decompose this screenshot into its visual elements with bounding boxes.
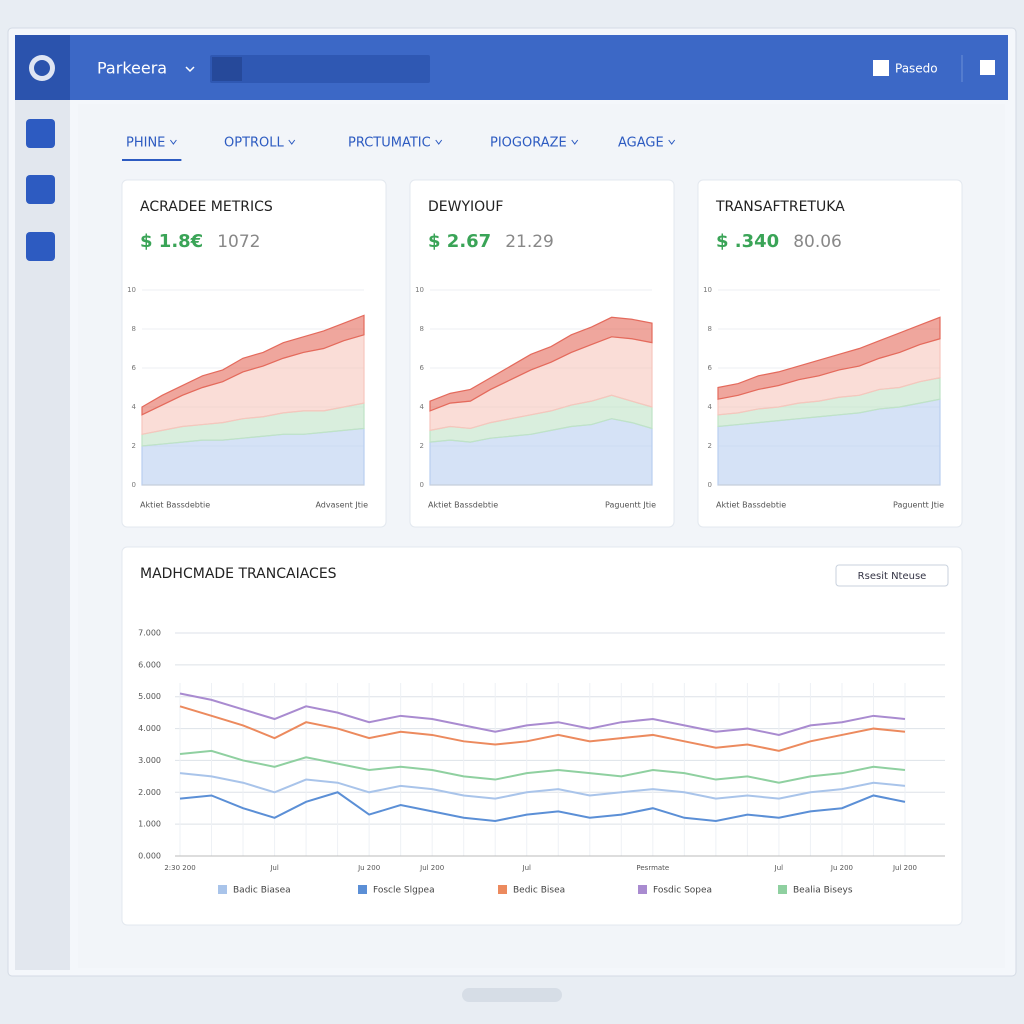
y-tick-label: 8 — [708, 325, 712, 333]
main-chart-title: MADHCMADE TRANCAIACES — [140, 566, 337, 582]
menu-icon[interactable] — [980, 60, 995, 75]
card-footer: Aktiet Bassdebtie — [140, 501, 210, 510]
header — [15, 35, 1008, 100]
main-card — [121, 546, 963, 926]
nav-icon[interactable] — [26, 119, 55, 148]
line — [179, 791, 906, 822]
y-tick-label: 10 — [127, 286, 136, 294]
legend-swatch — [778, 885, 787, 894]
line — [179, 692, 906, 736]
y-tick-label: 4 — [420, 403, 425, 411]
y-tick-label: 0 — [132, 481, 136, 489]
logo-inner — [34, 60, 50, 76]
area — [429, 316, 653, 412]
y-tick-label: 8 — [132, 325, 136, 333]
y-tick-label: 7.000 — [138, 629, 161, 638]
x-tick-label: Jul — [522, 864, 532, 872]
y-tick-label: 6.000 — [138, 660, 161, 669]
legend-label: Fosdic Sopea — [653, 886, 712, 896]
y-tick-label: 4 — [708, 403, 713, 411]
card-title: TRANSAFTRETUKA — [715, 199, 845, 215]
search-box[interactable] — [210, 55, 430, 83]
legend-label: Bedic Bisea — [513, 886, 565, 896]
sidebar — [15, 100, 70, 970]
filter-tab[interactable]: PHINE — [126, 136, 165, 151]
line — [179, 749, 906, 784]
nav-icon[interactable] — [26, 232, 55, 261]
filter-tab[interactable]: PIOGORAZE — [490, 136, 567, 151]
y-tick-label: 4 — [132, 403, 137, 411]
card-footer: Aktiet Bassdebtie — [716, 501, 786, 510]
legend-swatch — [498, 885, 507, 894]
legend-swatch — [358, 885, 367, 894]
filter-tab[interactable]: PRCTUMATIC — [348, 136, 431, 151]
card-title: ACRADEE METRICS — [140, 199, 273, 215]
y-tick-label: 1.000 — [138, 820, 161, 829]
card-secondary: 21.29 — [505, 232, 554, 252]
y-tick-label: 2 — [708, 442, 712, 450]
card-footer: Paguentt Jtie — [893, 501, 944, 510]
y-tick-label: 2.000 — [138, 788, 161, 797]
area — [717, 316, 941, 400]
x-tick-label: Jul — [774, 864, 784, 872]
y-tick-label: 5.000 — [138, 692, 161, 701]
card-footer: Advasent Jtie — [315, 501, 368, 510]
card-secondary: 80.06 — [793, 232, 842, 252]
card-footer: Aktiet Bassdebtie — [428, 501, 498, 510]
line — [179, 772, 906, 800]
search-icon — [212, 57, 242, 81]
dock-handle — [462, 988, 562, 1002]
y-tick-label: 6 — [132, 364, 137, 372]
x-tick-label: Ju 200 — [357, 864, 380, 872]
y-tick-label: 0 — [708, 481, 712, 489]
y-tick-label: 4.000 — [138, 724, 161, 733]
card-value: $ 1.8€ — [140, 231, 203, 252]
header-action[interactable]: Pasedo — [895, 62, 938, 76]
y-tick-label: 8 — [420, 325, 424, 333]
filter-caret — [169, 139, 177, 145]
legend-label: Foscle Slgpea — [373, 886, 435, 896]
filter-caret — [288, 139, 296, 145]
card-secondary: 1072 — [217, 232, 260, 252]
y-tick-label: 6 — [420, 364, 425, 372]
y-tick-label: 2 — [420, 442, 424, 450]
legend-label: Bealia Biseys — [793, 886, 853, 896]
y-tick-label: 10 — [703, 286, 712, 294]
x-tick-label: Jul 200 — [419, 864, 444, 872]
y-tick-label: 2 — [132, 442, 136, 450]
area — [141, 314, 365, 416]
y-tick-label: 3.000 — [138, 756, 161, 765]
legend-label: Badic Biasea — [233, 886, 291, 896]
y-tick-label: 6 — [708, 364, 713, 372]
y-tick-label: 0 — [420, 481, 424, 489]
line — [179, 705, 906, 752]
card-footer: Paguentt Jtie — [605, 501, 656, 510]
x-tick-label: Pesrmate — [636, 864, 669, 872]
filter-caret — [435, 139, 443, 145]
y-tick-label: 0.000 — [138, 852, 161, 861]
brand-caret — [185, 66, 195, 73]
filter-caret — [571, 139, 579, 145]
button-label[interactable]: Rsesit Nteuse — [858, 571, 927, 582]
x-tick-label: Ju 200 — [830, 864, 853, 872]
nav-icon[interactable] — [26, 175, 55, 204]
card-value: $ 2.67 — [428, 231, 491, 252]
filter-tab[interactable]: AGAGE — [618, 136, 664, 151]
filter-caret — [668, 139, 676, 145]
legend-swatch — [638, 885, 647, 894]
brand[interactable]: Parkeera — [97, 59, 167, 78]
x-tick-label: Jul 200 — [892, 864, 917, 872]
legend-swatch — [218, 885, 227, 894]
x-tick-label: 2:30 200 — [164, 864, 195, 872]
filter-tab[interactable]: OPTROLL — [224, 136, 285, 151]
x-tick-label: Jul — [269, 864, 279, 872]
card-title: DEWYIOUF — [428, 199, 503, 215]
y-tick-label: 10 — [415, 286, 424, 294]
action-icon[interactable] — [873, 60, 889, 76]
card-value: $ .340 — [716, 231, 779, 252]
button[interactable] — [835, 564, 949, 587]
